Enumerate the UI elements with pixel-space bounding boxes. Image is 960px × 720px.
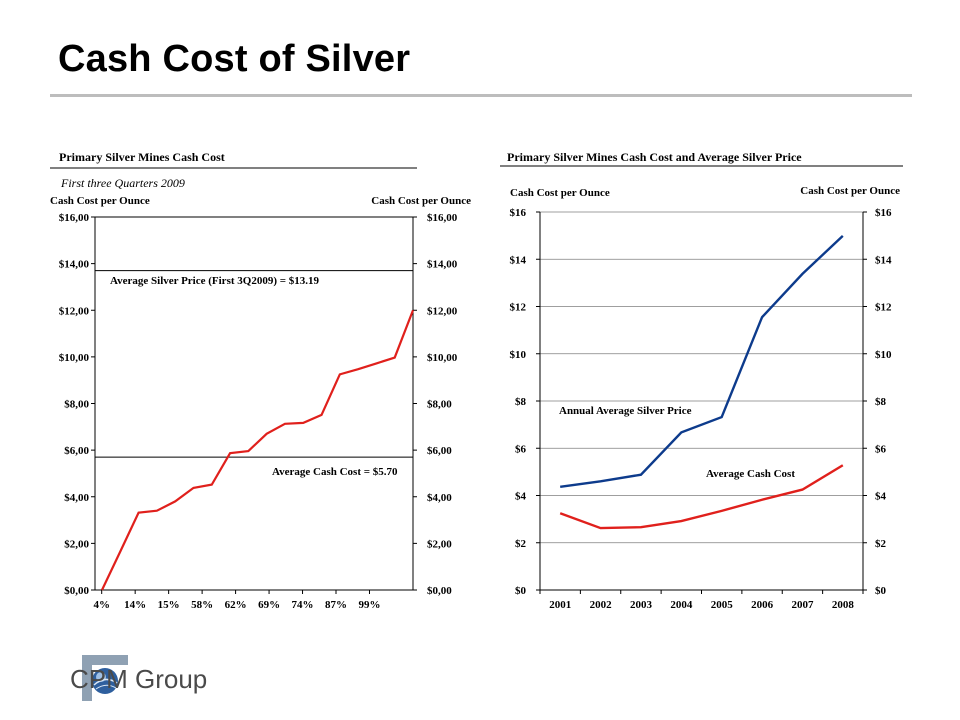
series-label-silver-price: Annual Average Silver Price: [559, 405, 692, 417]
cash-cost-distribution-chart: Primary Silver Mines Cash Cost First thr…: [50, 150, 471, 611]
right-ytick-label: $2: [515, 538, 527, 550]
logo-text: CPM Group: [70, 664, 208, 694]
right-xtick-label: 2003: [630, 599, 653, 611]
right-xtick-label: 2006: [751, 599, 774, 611]
left-ytick-label-right: $8,00: [427, 399, 452, 411]
left-ytick-label: $8,00: [64, 399, 89, 411]
right-series-line-cash-cost: [559, 464, 844, 530]
right-ytick-label-right: $2: [875, 538, 887, 550]
right-ytick-label: $14: [510, 254, 527, 266]
left-ytick-label-right: $12,00: [427, 305, 458, 317]
right-ylabel-left: Cash Cost per Ounce: [510, 187, 610, 199]
right-ytick-label-right: $8: [875, 396, 887, 408]
series-label-cash-cost: Average Cash Cost: [706, 468, 795, 480]
left-xtick-label: 15%: [158, 599, 180, 611]
right-ytick-label: $10: [510, 349, 527, 361]
right-ytick-label-right: $10: [875, 349, 892, 361]
left-xtick-label: 87%: [325, 599, 347, 611]
left-ytick-label: $10,00: [59, 352, 90, 364]
left-ylabel-left: Cash Cost per Ounce: [50, 195, 150, 207]
right-ytick-label: $6: [515, 443, 527, 455]
left-ytick-label-right: $14,00: [427, 259, 458, 271]
left-ylabel-right: Cash Cost per Ounce: [371, 195, 471, 207]
right-series-line-silver-price: [560, 234, 844, 488]
left-ytick-label: $14,00: [59, 259, 90, 271]
right-ytick-label: $16: [510, 207, 527, 219]
right-chart-title: Primary Silver Mines Cash Cost and Avera…: [507, 150, 802, 164]
right-ytick-label: $8: [515, 396, 527, 408]
right-ytick-label-right: $14: [875, 254, 892, 266]
left-ytick-label: $16,00: [59, 212, 90, 224]
right-ytick-label-right: $6: [875, 443, 887, 455]
right-xtick-label: 2007: [791, 599, 814, 611]
right-ytick-label-right: $16: [875, 207, 892, 219]
right-ytick-label-right: $12: [875, 302, 892, 314]
left-ytick-label: $0,00: [64, 585, 89, 597]
left-ytick-label-right: $16,00: [427, 212, 458, 224]
left-ref-label-price: Average Silver Price (First 3Q2009) = $1…: [110, 275, 319, 287]
right-ytick-label: $0: [515, 585, 527, 597]
left-xtick-label: 62%: [225, 599, 247, 611]
left-chart-subtitle: First three Quarters 2009: [60, 176, 185, 190]
right-xtick-label: 2001: [549, 599, 571, 611]
right-xtick-label: 2008: [832, 599, 855, 611]
left-ytick-label: $6,00: [64, 445, 89, 457]
left-ytick-label-right: $10,00: [427, 352, 458, 364]
left-ytick-label-right: $4,00: [427, 492, 452, 504]
right-ytick-label: $4: [515, 491, 527, 503]
left-xtick-label: 74%: [292, 599, 314, 611]
left-ytick-label-right: $0,00: [427, 585, 452, 597]
right-xtick-label: 2005: [711, 599, 734, 611]
left-ref-label-cost: Average Cash Cost = $5.70: [272, 466, 398, 478]
cpm-group-logo: [82, 655, 128, 701]
left-xtick-label: 58%: [191, 599, 213, 611]
left-xtick-label: 14%: [124, 599, 146, 611]
right-ylabel-right: Cash Cost per Ounce: [800, 185, 900, 197]
left-ytick-label: $4,00: [64, 492, 89, 504]
left-xtick-label: 4%: [93, 599, 110, 611]
title-divider: [50, 94, 912, 97]
left-chart-title: Primary Silver Mines Cash Cost: [59, 150, 225, 164]
left-ytick-label: $12,00: [59, 305, 90, 317]
right-xtick-label: 2002: [590, 599, 613, 611]
left-xtick-label: 69%: [258, 599, 280, 611]
left-ytick-label-right: $2,00: [427, 538, 452, 550]
left-xtick-label: 99%: [358, 599, 380, 611]
left-ytick-label: $2,00: [64, 538, 89, 550]
right-xtick-label: 2004: [670, 599, 693, 611]
left-series-line: [101, 309, 415, 591]
page-title: Cash Cost of Silver: [58, 38, 411, 80]
cost-vs-price-chart: Primary Silver Mines Cash Cost and Avera…: [500, 150, 903, 611]
left-ytick-label-right: $6,00: [427, 445, 452, 457]
right-ytick-label: $12: [510, 302, 527, 314]
right-ytick-label-right: $4: [875, 491, 887, 503]
right-ytick-label-right: $0: [875, 585, 887, 597]
